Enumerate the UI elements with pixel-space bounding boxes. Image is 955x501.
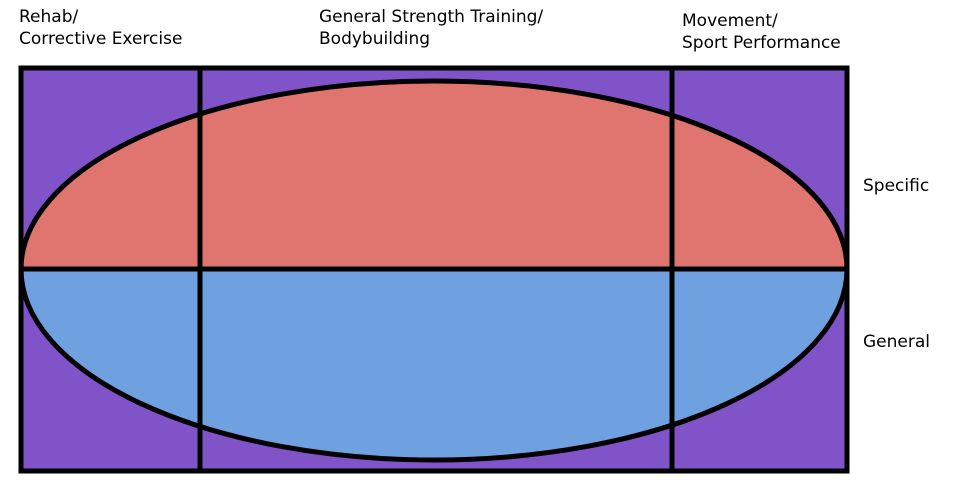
column-label-movement: Movement/ Sport Performance xyxy=(682,10,841,54)
box-outline xyxy=(18,65,850,474)
ellipse-upper-half xyxy=(21,81,847,269)
column-label-line: Bodybuilding xyxy=(319,29,431,49)
column-label-line: General Strength Training/ xyxy=(319,7,544,27)
column-label-rehab: Rehab/ Corrective Exercise xyxy=(19,6,182,50)
column-label-strength: General Strength Training/ Bodybuilding xyxy=(319,6,543,50)
ellipse-outline-lower xyxy=(18,268,850,463)
row-label-specific: Specific xyxy=(863,176,930,196)
row-label-general: General xyxy=(863,332,930,352)
column-label-line: Movement/ xyxy=(682,11,778,31)
column-label-line: Corrective Exercise xyxy=(19,29,183,49)
column-label-line: Sport Performance xyxy=(682,33,841,53)
ellipse-outline-upper xyxy=(18,78,850,270)
ellipse-lower-half xyxy=(21,269,847,460)
column-label-line: Rehab/ xyxy=(19,7,79,27)
